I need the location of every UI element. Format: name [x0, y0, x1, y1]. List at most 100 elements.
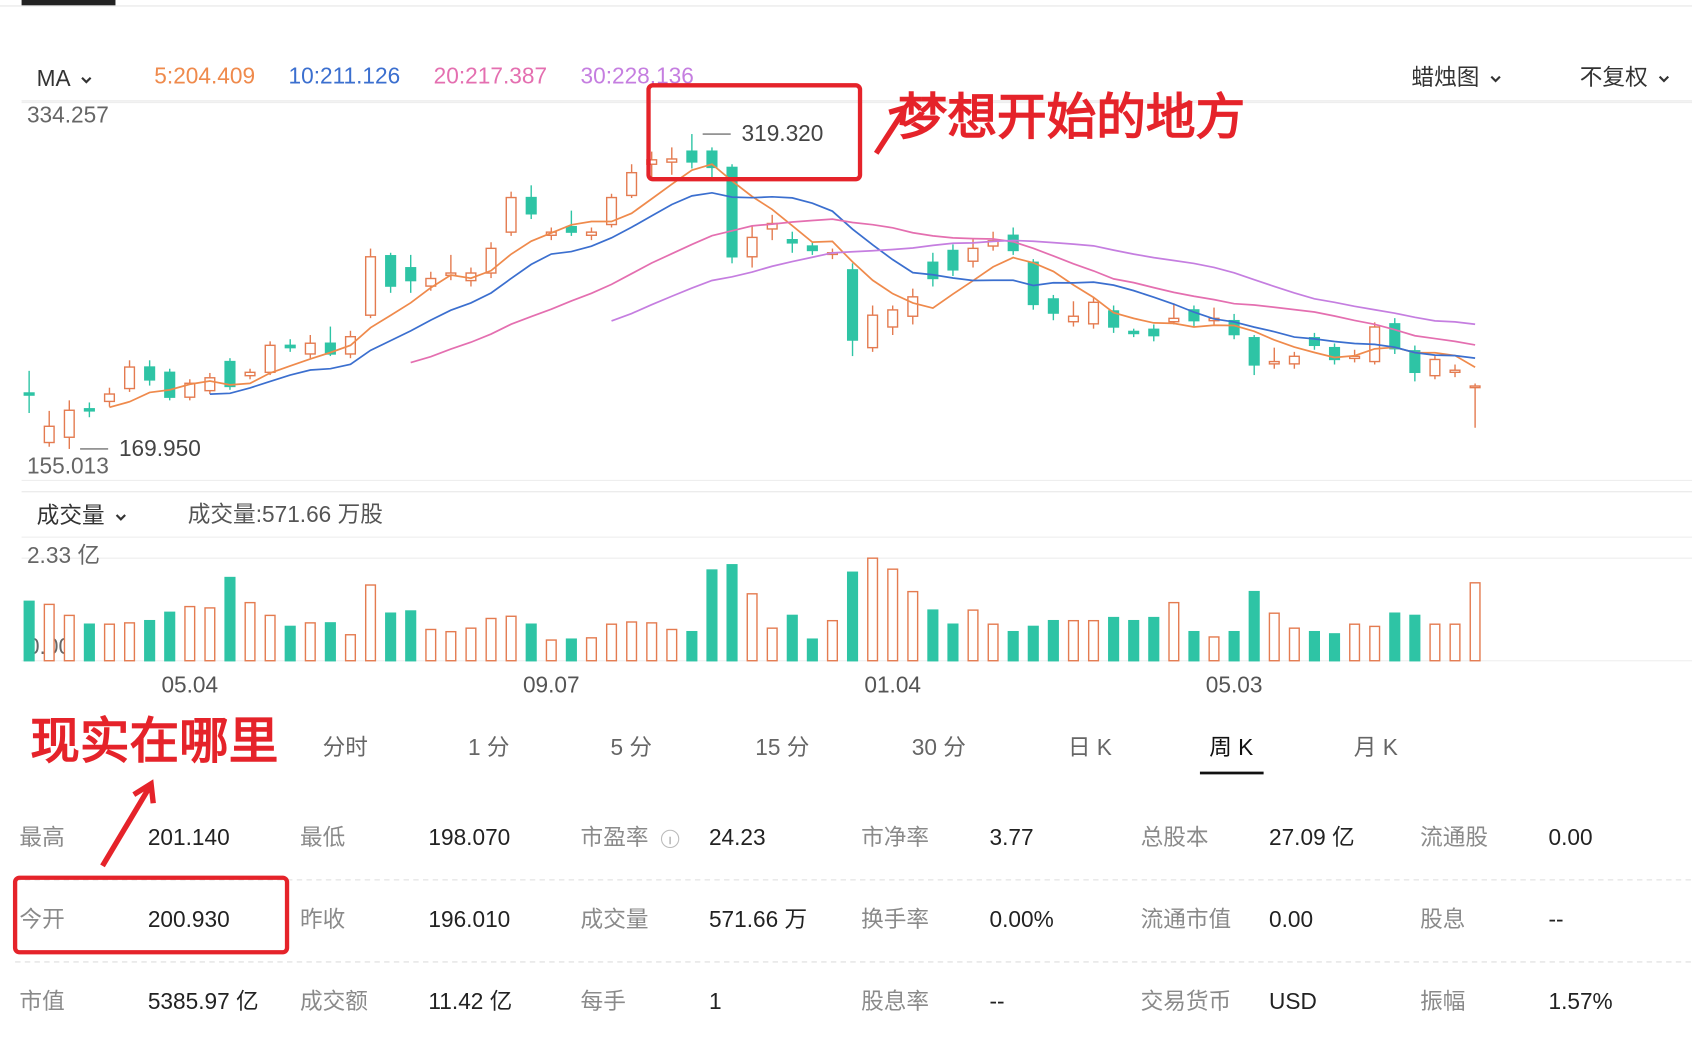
volume-bar: [485, 617, 497, 662]
candle-body: [123, 366, 136, 390]
volume-bar: [184, 605, 196, 662]
period-tab[interactable]: 周 K: [1209, 734, 1253, 760]
candle-body: [144, 366, 156, 381]
candle-body: [264, 344, 276, 374]
volume-bar: [1449, 623, 1461, 662]
stats-table: 最高 201.140 最低 198.070 市盈率 24.23 市净率 3.77 总股本 27.0…: [15, 824, 1692, 1014]
stat-label: 股息: [1420, 906, 1465, 932]
volume-bar: [1148, 616, 1160, 662]
y-tick-label: 2.33 亿: [27, 542, 100, 568]
volume-bar: [465, 627, 477, 662]
candle-body: [164, 371, 176, 398]
chevron: [81, 76, 92, 84]
stat-value: 24.23: [709, 824, 766, 850]
stat-label: 最高: [19, 824, 64, 850]
stat-value: 571.66 万: [709, 906, 807, 932]
highlight-box: [12, 875, 290, 955]
stat-label: 市盈率: [581, 824, 649, 850]
candle-body: [947, 249, 959, 271]
candle-body: [666, 158, 678, 163]
volume-bar: [605, 623, 618, 662]
adjust-select[interactable]: 不复权: [1580, 64, 1648, 90]
ma-line: [410, 218, 1476, 364]
candle-body: [1188, 309, 1200, 322]
volume-bar: [585, 637, 598, 662]
stat-value: 0.00%: [990, 906, 1054, 932]
stat-label: 最低: [300, 824, 345, 850]
stat-label: 流通股: [1420, 824, 1488, 850]
period-tab[interactable]: 30 分: [912, 734, 966, 760]
candle-body: [204, 377, 216, 392]
candle-body: [1168, 317, 1180, 323]
volume-bar: [646, 622, 658, 662]
volume-bar: [284, 625, 296, 662]
chart-style-select[interactable]: 蜡烛图: [1411, 64, 1479, 90]
period-tab[interactable]: 月 K: [1354, 734, 1398, 760]
volume-bar: [224, 576, 236, 662]
indicator-select[interactable]: MA: [37, 65, 72, 91]
stat-label: 成交量: [581, 906, 649, 932]
chevron: [1658, 75, 1670, 83]
candle-body: [1067, 315, 1080, 323]
candle-body: [806, 245, 818, 252]
candle-body: [1409, 350, 1421, 374]
stat-value: 27.09 亿: [1269, 824, 1355, 850]
stat-label: 今开: [19, 906, 64, 932]
period-tab[interactable]: 1 分: [468, 734, 510, 760]
volume-select[interactable]: 成交量: [37, 502, 105, 528]
volume-bar: [686, 630, 698, 662]
candle-body: [385, 255, 397, 287]
volume-bar: [907, 590, 919, 662]
period-tab[interactable]: 5 分: [610, 734, 652, 760]
candle-body: [1429, 358, 1441, 377]
candle-body: [1389, 323, 1401, 350]
stat-value: --: [1548, 906, 1563, 932]
stat-label: 交易货币: [1141, 988, 1232, 1014]
candle-body: [1148, 328, 1160, 337]
stat-label: 流通市值: [1141, 906, 1232, 932]
candle-body: [726, 166, 738, 258]
volume-bar: [1349, 623, 1361, 662]
volume-bar: [425, 628, 437, 662]
volume-bar: [806, 638, 818, 662]
volume-bar: [83, 623, 95, 662]
volume-bar: [1429, 623, 1441, 662]
arrow: [873, 104, 908, 155]
candle-body: [1027, 261, 1039, 306]
period-tab[interactable]: 15 分: [755, 734, 809, 760]
volume-bar: [846, 571, 859, 662]
volume-bar: [726, 564, 738, 662]
stat-value: 1: [709, 988, 722, 1014]
candle-body: [907, 296, 919, 317]
volume-bar: [1108, 616, 1120, 662]
candle-body: [786, 239, 798, 244]
candle-body: [83, 408, 95, 412]
ma-legend: 5:204.409: [154, 63, 255, 89]
candle-body: [706, 150, 718, 169]
volume-bar: [525, 623, 537, 662]
info-icon[interactable]: [660, 829, 680, 849]
period-tab[interactable]: 日 K: [1068, 734, 1112, 760]
volume-header: 成交量 成交量:571.66 万股: [37, 501, 383, 528]
volume-bar: [103, 623, 116, 662]
volume-bar: [967, 609, 979, 662]
y-tick-label: 334.257: [27, 102, 109, 128]
candle-body: [927, 261, 939, 280]
period-tab[interactable]: 分时: [323, 734, 368, 760]
volume-bar: [304, 622, 316, 662]
ma-legend: 20:217.387: [434, 63, 547, 89]
ma-line: [109, 163, 1476, 409]
y-tick-label: 155.013: [27, 452, 109, 478]
annotation-bottom: 现实在哪里: [30, 713, 278, 769]
stat-label: 市净率: [861, 824, 929, 850]
candle-body: [184, 382, 196, 398]
ma-legend: 10:211.126: [289, 63, 401, 89]
volume-bar: [344, 634, 357, 662]
volume-bar: [1047, 619, 1059, 662]
volume-bar: [1268, 612, 1280, 662]
candle-body: [425, 277, 437, 287]
volume-bar: [1369, 625, 1381, 662]
volume-bar: [164, 611, 176, 662]
volume-bar: [264, 614, 276, 662]
stat-value: 3.77: [990, 824, 1034, 850]
